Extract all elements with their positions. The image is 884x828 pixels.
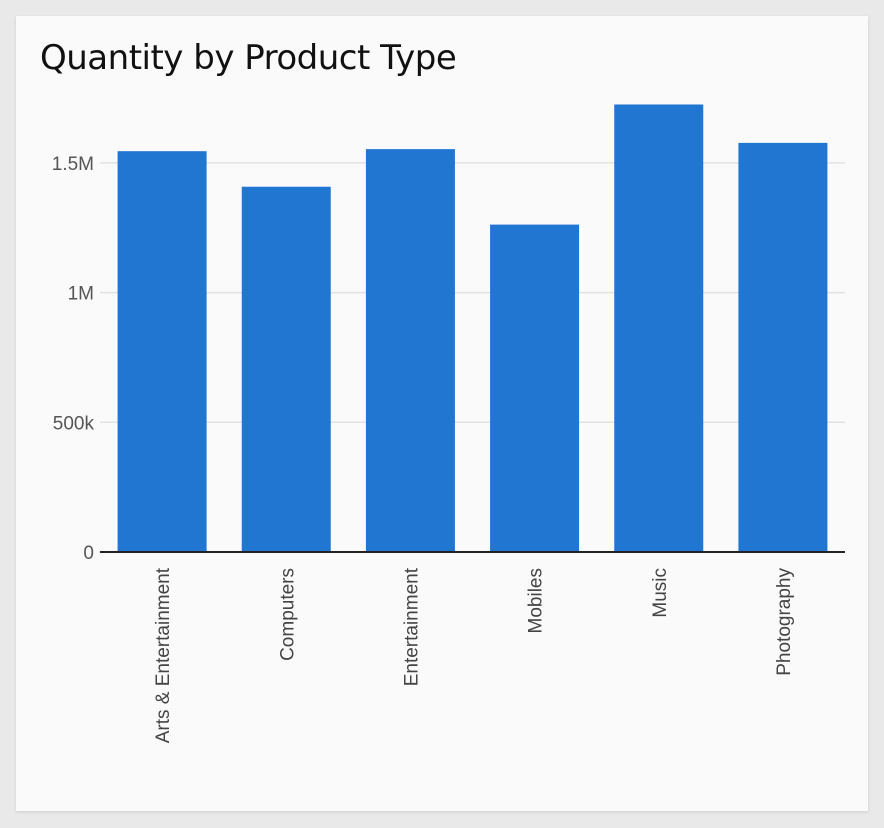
bars xyxy=(117,104,828,552)
chart-title: Quantity by Product Type xyxy=(40,38,457,78)
x-tick-label: Mobiles xyxy=(526,568,547,633)
y-tick-label: 1.5M xyxy=(52,154,94,175)
bar xyxy=(738,142,828,552)
gridlines xyxy=(100,162,845,424)
chart-card: Quantity by Product Type 0 500k 1M 1.5M Arts… xyxy=(16,16,868,811)
y-tick-label: 500k xyxy=(53,413,95,434)
x-tick-label: Computers xyxy=(277,568,298,661)
bar xyxy=(365,149,455,552)
x-tick-label: Arts & Entertainment xyxy=(153,567,174,743)
bar xyxy=(490,224,580,552)
bar xyxy=(614,104,704,552)
x-tick-label: Photography xyxy=(774,568,795,676)
x-tick-label: Entertainment xyxy=(401,567,422,686)
labels: 0 500k 1M 1.5M Arts & Entertainment Computers… xyxy=(52,154,795,743)
bar xyxy=(117,151,207,552)
bar-chart: 0 500k 1M 1.5M Arts & Entertainment Computers… xyxy=(52,104,845,743)
y-tick-label: 0 xyxy=(83,543,94,564)
bar xyxy=(241,186,331,552)
y-tick-label: 1M xyxy=(68,284,94,305)
x-tick-label: Music xyxy=(650,568,671,618)
